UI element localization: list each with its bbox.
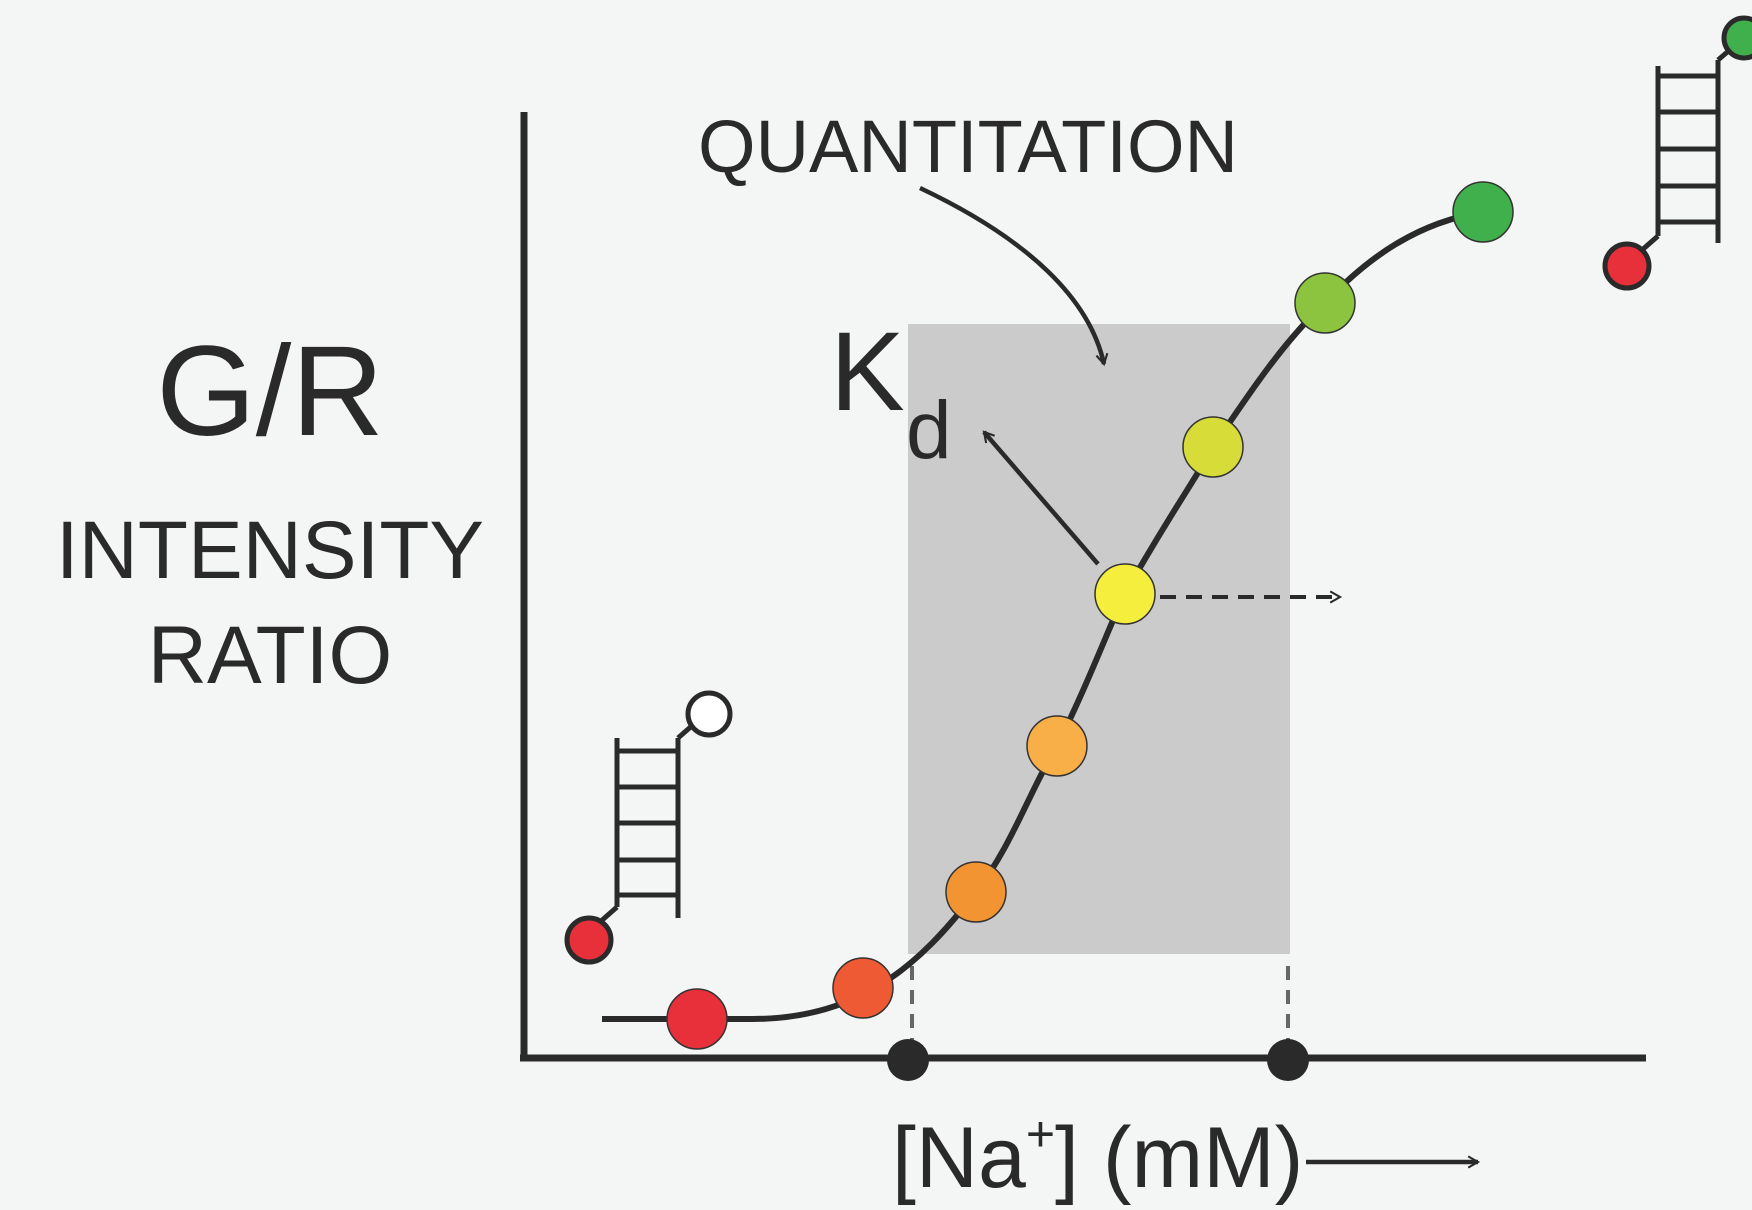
y-axis-subtitle-line-2: RATIO — [148, 610, 392, 701]
quantitation-arrow — [919, 185, 1109, 367]
x-axis-label-main: [Na — [892, 1110, 1026, 1206]
data-point — [666, 988, 728, 1050]
kd-label: K — [830, 309, 905, 434]
x-axis-label-end: ] (mM) — [1055, 1110, 1303, 1206]
data-points — [666, 181, 1514, 1050]
x-axis-label-superscript: + — [1026, 1106, 1055, 1162]
data-point — [1182, 416, 1244, 478]
data-point — [832, 957, 894, 1019]
kd-arrow — [982, 430, 1100, 566]
data-point — [1026, 715, 1088, 777]
data-point — [1294, 272, 1356, 334]
data-point — [945, 861, 1007, 923]
quantitation-label: QUANTITATION — [698, 105, 1238, 188]
data-point — [1452, 181, 1514, 243]
range-start-marker — [887, 1039, 929, 1081]
hairpin-icon — [1602, 15, 1752, 291]
kd-subscript: d — [906, 385, 952, 476]
hairpin-icon — [564, 690, 733, 965]
x-axis-label: [Na+] (mM) — [892, 1106, 1303, 1206]
y-axis-subtitle-line-1: INTENSITY — [56, 505, 484, 596]
data-point — [1094, 563, 1156, 625]
y-axis-title: G/R — [156, 320, 384, 463]
range-end-marker — [1267, 1039, 1309, 1081]
